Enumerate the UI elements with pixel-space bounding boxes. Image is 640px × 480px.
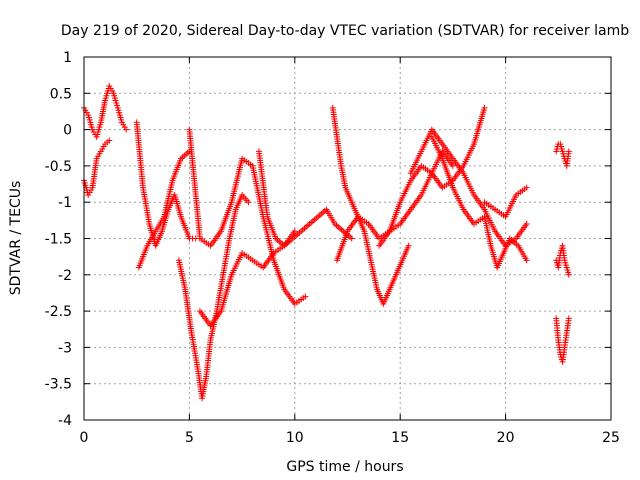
series-sat-q <box>553 141 572 169</box>
y-tick-label: -2 <box>58 268 72 284</box>
x-tick-label: 5 <box>185 430 194 446</box>
x-tick-label: 15 <box>391 430 409 446</box>
series-sat-n <box>481 184 530 220</box>
grid-layer <box>84 57 611 420</box>
y-tick-label: 1 <box>63 50 72 66</box>
chart-title: Day 219 of 2020, Sidereal Day-to-day VTE… <box>61 23 629 39</box>
series-sat-f <box>186 126 309 307</box>
data-point <box>123 126 130 133</box>
series-sat-e <box>175 191 252 402</box>
y-tick-label: 0.5 <box>50 86 72 102</box>
data-point <box>245 199 252 206</box>
y-tick-label: 0 <box>63 123 72 139</box>
data-point <box>481 104 488 111</box>
series-sat-k <box>376 104 488 249</box>
y-axis-label: SDTVAR / TECUs <box>8 181 24 296</box>
data-point <box>291 228 298 235</box>
data-point <box>523 257 530 264</box>
data-point <box>523 220 530 227</box>
series-sat-p <box>553 242 572 278</box>
data-point <box>348 235 355 242</box>
series-sat-m <box>428 133 530 271</box>
data-point <box>449 162 456 169</box>
plot-frame <box>83 56 612 421</box>
y-tick-label: -1 <box>58 195 72 211</box>
y-tick-label: -2.5 <box>45 304 72 320</box>
y-tick-label: -1.5 <box>45 232 72 248</box>
series-sat-d <box>135 148 193 271</box>
data-point <box>302 293 309 300</box>
data-point <box>565 315 572 322</box>
series-sat-j <box>333 148 456 264</box>
y-tick-label: -3.5 <box>45 377 72 393</box>
axis-ticks: 0 5 10 15 20 25 1 0.5 0 -0.5 -1 -1.5 -2 -2.5 -3 -3.5 -4 <box>45 50 620 446</box>
series-sat-b <box>81 137 113 198</box>
y-tick-label: -3 <box>58 340 72 356</box>
series-sat-i <box>329 104 412 307</box>
series-sat-l <box>407 126 530 249</box>
y-tick-label: -0.5 <box>45 159 72 175</box>
series-sat-o <box>553 315 572 365</box>
data-marks <box>81 83 572 402</box>
data-point <box>565 148 572 155</box>
data-point <box>565 271 572 278</box>
series-sat-c <box>133 119 199 249</box>
y-tick-label: -4 <box>58 413 72 429</box>
data-point <box>405 242 412 249</box>
x-tick-label: 25 <box>602 430 620 446</box>
series-sat-h <box>255 148 355 249</box>
data-point <box>106 137 113 144</box>
x-tick-label: 20 <box>497 430 515 446</box>
x-axis-label: GPS time / hours <box>286 459 403 475</box>
data-point <box>523 184 530 191</box>
series-sat-a <box>81 83 130 140</box>
x-tick-label: 10 <box>286 430 304 446</box>
x-tick-label: 0 <box>80 430 89 446</box>
